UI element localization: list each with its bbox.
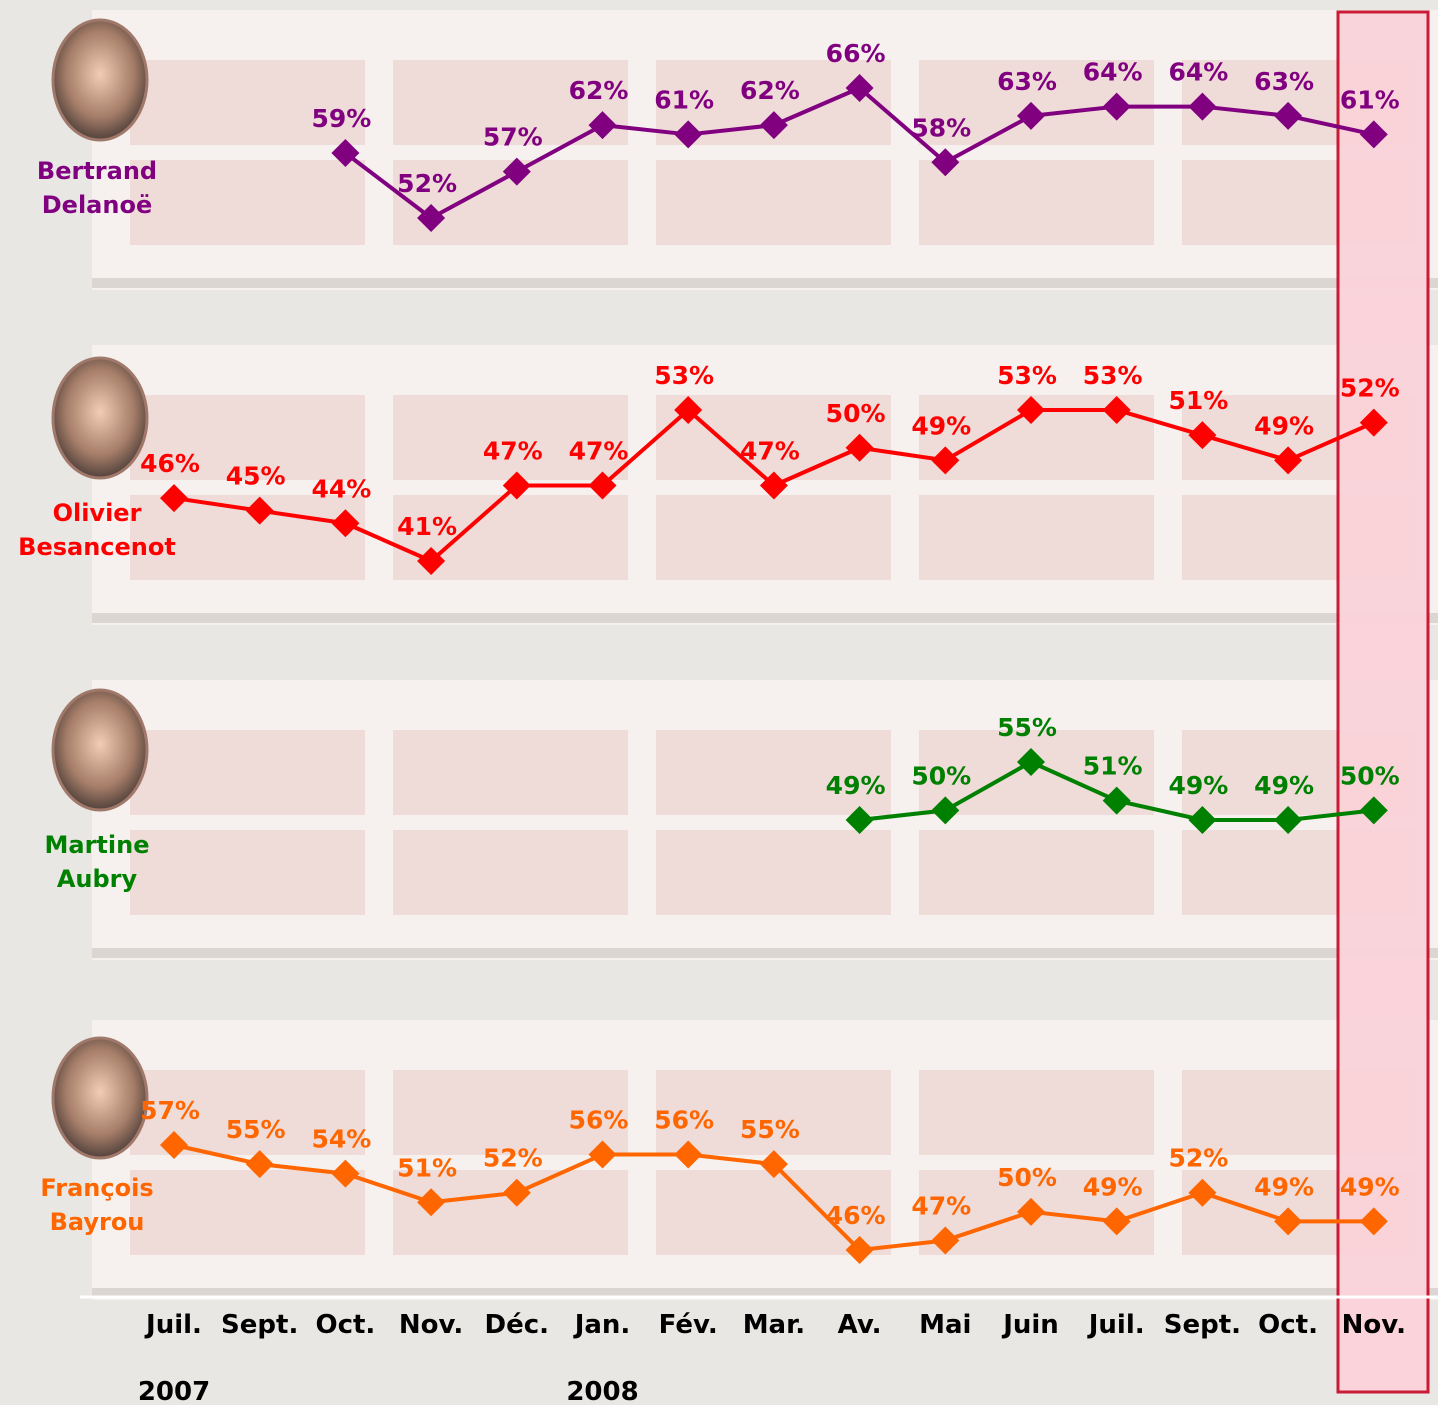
data-label: 61% (654, 85, 714, 114)
data-label: 53% (654, 361, 714, 390)
x-tick-label: Sept. (1164, 1310, 1241, 1340)
data-label: 52% (483, 1144, 543, 1173)
data-label: 47% (569, 437, 629, 466)
series-name: Bertrand Delanoë (37, 154, 157, 222)
data-label: 49% (1254, 1172, 1314, 1201)
data-label: 55% (740, 1115, 800, 1144)
data-label: 45% (226, 462, 286, 491)
data-label: 46% (826, 1201, 886, 1230)
series-name: François Bayrou (40, 1171, 153, 1239)
data-label: 62% (740, 76, 800, 105)
photo-tile (656, 160, 891, 245)
data-label: 50% (997, 1163, 1057, 1192)
data-label: 49% (911, 411, 971, 440)
portrait (53, 1038, 147, 1158)
x-tick-label: Sept. (221, 1310, 298, 1340)
x-tick-label: Jan. (573, 1310, 631, 1340)
series-name: Martine Aubry (45, 828, 150, 896)
data-label: 47% (483, 437, 543, 466)
panel-background (92, 10, 1438, 290)
data-label: 51% (1168, 386, 1228, 415)
data-label: 63% (997, 67, 1057, 96)
data-label: 52% (1168, 1144, 1228, 1173)
data-label: 62% (569, 76, 629, 105)
data-label: 52% (1340, 374, 1400, 403)
x-tick-label: Av. (838, 1310, 882, 1340)
data-label: 57% (140, 1096, 200, 1125)
year-label: 2008 (566, 1377, 638, 1405)
data-label: 47% (740, 437, 800, 466)
x-tick-label: Juil. (144, 1310, 202, 1340)
data-label: 51% (397, 1153, 457, 1182)
x-tick-label: Déc. (485, 1310, 550, 1340)
photo-tile (130, 730, 365, 815)
data-label: 64% (1168, 58, 1228, 87)
data-label: 53% (1083, 361, 1143, 390)
data-label: 49% (826, 771, 886, 800)
x-tick-label: Nov. (1342, 1310, 1406, 1340)
portrait (53, 20, 147, 140)
data-label: 44% (311, 474, 371, 503)
data-label: 47% (911, 1191, 971, 1220)
photo-tile (919, 495, 1154, 580)
data-label: 64% (1083, 58, 1143, 87)
data-label: 56% (654, 1106, 714, 1135)
photo-tile (919, 1070, 1154, 1155)
data-label: 50% (1340, 761, 1400, 790)
data-label: 50% (826, 399, 886, 428)
photo-tile (393, 830, 628, 915)
chart-container: 59% 52% 57% 62% 61% 62% 66% 58% 63% 64% 64% 63% 61% 4… (0, 0, 1438, 1405)
data-label: 57% (483, 123, 543, 152)
chart: 59% 52% 57% 62% 61% 62% 66% 58% 63% 64% 64% 63% 61% 4… (0, 0, 1438, 1405)
photo-tile (130, 1170, 365, 1255)
x-tick-label: Oct. (315, 1310, 375, 1340)
photo-tile (130, 830, 365, 915)
photo-tile (656, 495, 891, 580)
x-tick-label: Juin (1001, 1310, 1059, 1340)
panel-shadow (92, 948, 1438, 958)
x-tick-label: Nov. (399, 1310, 463, 1340)
x-tick-label: Oct. (1258, 1310, 1318, 1340)
panel-shadow (92, 278, 1438, 288)
data-label: 55% (226, 1115, 286, 1144)
portrait (53, 358, 147, 478)
photo-tile (130, 160, 365, 245)
data-label: 41% (397, 512, 457, 541)
page: 59% 52% 57% 62% 61% 62% 66% 58% 63% 64% 64% 63% 61% 4… (0, 0, 1438, 1405)
photo-tile (656, 830, 891, 915)
data-label: 55% (997, 713, 1057, 742)
data-label: 59% (311, 104, 371, 133)
data-label: 49% (1083, 1172, 1143, 1201)
data-label: 66% (826, 39, 886, 68)
data-label: 49% (1254, 411, 1314, 440)
data-label: 51% (1083, 752, 1143, 781)
data-label: 49% (1340, 1172, 1400, 1201)
data-label: 49% (1254, 771, 1314, 800)
data-label: 58% (911, 113, 971, 142)
data-label: 56% (569, 1106, 629, 1135)
data-label: 46% (140, 449, 200, 478)
data-label: 61% (1340, 85, 1400, 114)
data-label: 53% (997, 361, 1057, 390)
photo-tile (919, 830, 1154, 915)
data-label: 63% (1254, 67, 1314, 96)
data-label: 49% (1168, 771, 1228, 800)
series-name: Olivier Besancenot (18, 496, 176, 564)
x-tick-label: Mar. (743, 1310, 805, 1340)
photo-tile (919, 160, 1154, 245)
data-label: 50% (911, 761, 971, 790)
x-tick-label: Juil. (1087, 1310, 1145, 1340)
data-label: 54% (311, 1125, 371, 1154)
year-label: 2007 (138, 1377, 210, 1405)
x-tick-label: Mai (919, 1310, 971, 1340)
portrait (53, 690, 147, 810)
photo-tile (393, 730, 628, 815)
x-tick-label: Fév. (659, 1310, 718, 1340)
data-label: 52% (397, 169, 457, 198)
panel-shadow (92, 613, 1438, 623)
